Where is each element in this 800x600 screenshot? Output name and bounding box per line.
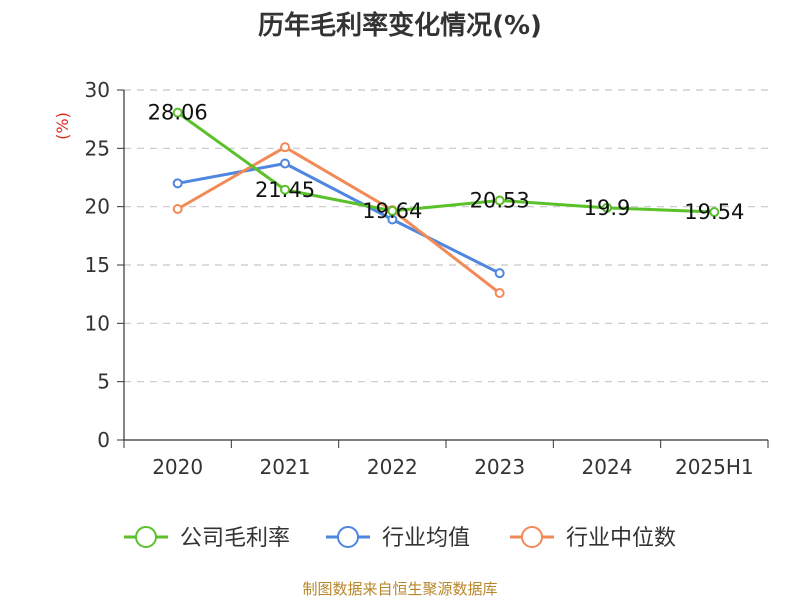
data-point: [602, 202, 612, 213]
y-tick-label: 0: [97, 428, 110, 452]
legend-marker: [135, 526, 157, 548]
data-point: [172, 178, 183, 189]
data-point: [494, 268, 505, 279]
legend-marker: [337, 526, 359, 548]
data-point: [280, 158, 290, 169]
data-point: [280, 142, 290, 153]
data-point: [172, 204, 183, 214]
data-label: 20.53: [470, 188, 530, 212]
y-tick-label: 10: [85, 311, 110, 335]
legend-label: 行业均值: [382, 526, 470, 551]
y-axis-label: (%): [53, 112, 72, 140]
data-label: 21.45: [255, 178, 315, 202]
legend[interactable]: 公司毛利率 行业均值 行业中位数: [124, 526, 676, 551]
axes: [117, 89, 769, 448]
data-point: [494, 195, 505, 206]
y-tick-label: 30: [85, 78, 110, 102]
data-labels: 28.06 21.45 19.64 20.53 19.9 19.54: [148, 101, 745, 224]
x-tick-label: 2022: [367, 455, 418, 479]
legend-marker: [521, 526, 543, 548]
series-line: [176, 162, 502, 275]
series-line: [176, 145, 502, 295]
data-point: [280, 184, 290, 195]
y-tick-labels: 0 5 10 15 20 25 30: [85, 78, 110, 452]
series-lines: [172, 107, 720, 298]
x-tick-label: 2023: [474, 455, 525, 479]
y-tick-label: 15: [85, 253, 110, 277]
chart-title: 历年毛利率变化情况(%): [258, 10, 542, 41]
data-point: [494, 288, 505, 298]
x-tick-label: 2020: [152, 455, 203, 479]
data-label: 19.9: [584, 196, 631, 220]
y-tick-label: 25: [85, 136, 110, 160]
gridlines: [124, 89, 768, 383]
x-tick-label: 2025H1: [675, 455, 754, 479]
y-tick-label: 5: [97, 370, 110, 394]
series-line: [176, 111, 716, 214]
data-label: 19.64: [362, 199, 422, 223]
data-point: [709, 207, 720, 218]
source-note: 制图数据来自恒生聚源数据库: [302, 580, 497, 598]
legend-label: 行业中位数: [566, 526, 676, 551]
x-tick-label: 2024: [582, 455, 633, 479]
data-label: 28.06: [148, 101, 208, 125]
legend-label: 公司毛利率: [180, 526, 290, 551]
y-tick-label: 20: [85, 195, 110, 219]
x-tick-label: 2021: [260, 455, 311, 479]
data-label: 19.54: [684, 200, 744, 224]
data-point: [172, 107, 183, 118]
x-tick-labels: 2020 2021 2022 2023 2024 2025H1: [152, 455, 753, 479]
data-point: [387, 205, 398, 216]
